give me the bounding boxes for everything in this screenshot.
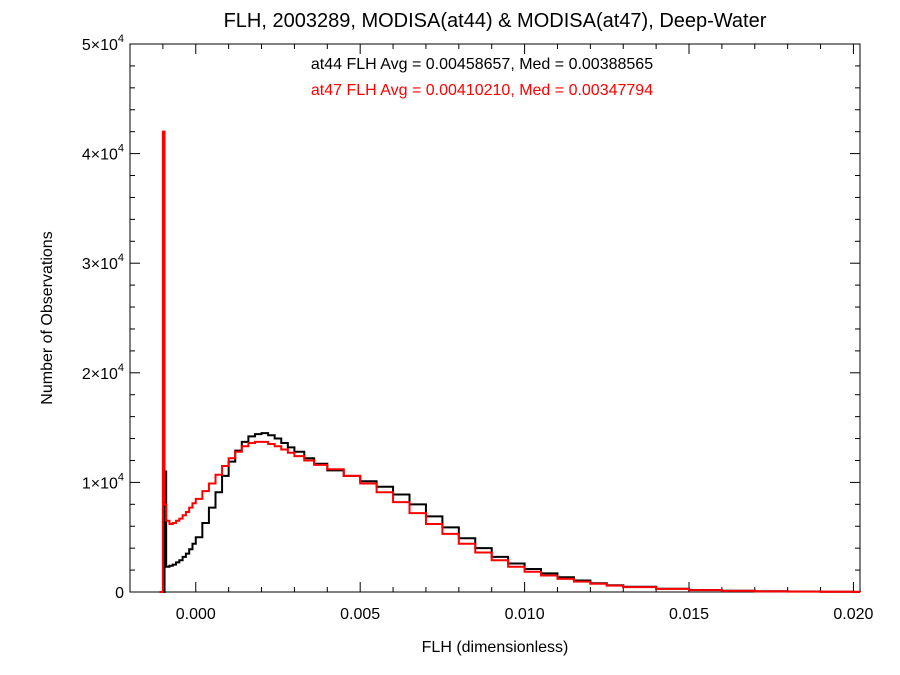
x-tick-label: 0.005 [340,606,380,623]
y-axis-label: Number of Observations [39,231,56,404]
y-tick-label: 3×104 [82,252,124,273]
y-tick-exponent: 4 [118,33,124,45]
y-tick-mantissa: 4×10 [82,147,118,164]
y-tick-label: 4×104 [82,143,124,164]
x-tick-label: 0.000 [176,606,216,623]
y-tick-mantissa: 1×10 [82,475,118,492]
chart-title: FLH, 2003289, MODISA(at44) & MODISA(at47… [224,10,767,32]
y-tick-exponent: 4 [118,252,124,264]
series-group [159,130,861,593]
x-tick-label: 0.010 [505,606,545,623]
y-tick-label: 0 [115,585,124,602]
y-tick-label: 5×104 [82,33,124,54]
y-tick-label: 1×104 [82,471,124,492]
x-tick-label: 0.015 [669,606,709,623]
series-line-at47 [159,130,861,593]
plot-frame [129,43,861,593]
y-tick-label: 2×104 [82,362,124,383]
annotation-at47: at47 FLH Avg = 0.00410210, Med = 0.00347… [311,82,653,99]
annotation-at44: at44 FLH Avg = 0.00458657, Med = 0.00388… [311,56,653,73]
y-tick-exponent: 4 [118,471,124,483]
y-tick-mantissa: 3×10 [82,256,118,273]
y-tick-exponent: 4 [118,362,124,374]
series-line-at44 [159,432,861,593]
x-axis: 0.000 0.005 0.010 0.015 0.020 [129,44,874,623]
y-tick-exponent: 4 [118,143,124,155]
x-axis-label: FLH (dimensionless) [422,639,569,656]
x-tick-label: 0.020 [833,606,873,623]
y-tick-mantissa: 5×10 [82,37,118,54]
y-tick-mantissa: 2×10 [82,366,118,383]
